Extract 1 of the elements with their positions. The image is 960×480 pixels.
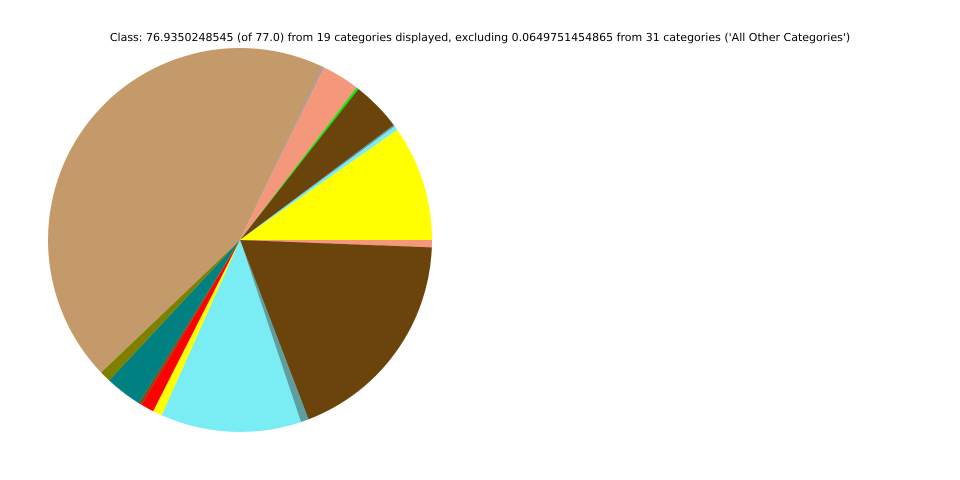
text: Class: 76.9350248545 (of 77.0) from 19 categories displayed, excluding 0.0649751454865 from 31 categories ('All Other Categories') <box>108 31 852 44</box>
